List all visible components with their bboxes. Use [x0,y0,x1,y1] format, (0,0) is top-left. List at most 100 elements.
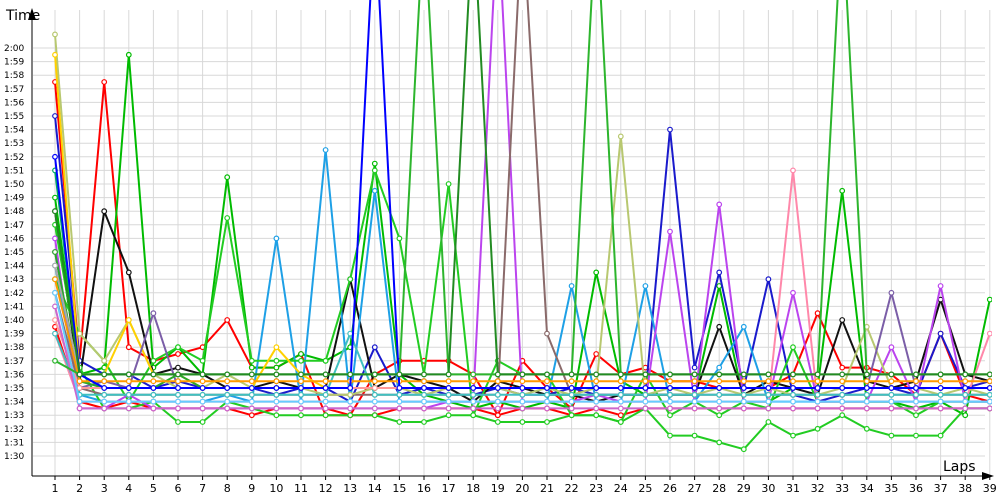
data-point [790,385,796,391]
y-tick-label: 1:58 [4,71,24,81]
data-point [913,432,919,439]
data-point [740,391,747,398]
data-point [175,405,181,412]
data-point [839,391,846,398]
data-point [52,31,58,38]
x-tick-label: 15 [392,482,406,495]
data-point [839,317,846,323]
data-point [863,398,870,405]
data-point [371,371,378,378]
data-point [790,391,796,398]
data-point [986,385,992,391]
data-point [814,405,821,412]
data-point [790,371,796,378]
data-point [224,405,231,412]
data-point [519,391,526,398]
x-tick-label: 36 [909,482,923,495]
data-point [839,405,846,412]
data-point [150,385,157,391]
data-point [765,405,772,412]
data-point [322,371,329,378]
data-point [101,357,108,364]
data-point [224,391,231,398]
data-point [273,405,280,412]
data-point [765,419,772,425]
data-point [175,371,181,378]
data-point [962,385,969,391]
data-point [322,357,329,364]
data-point [421,398,427,405]
data-point [544,385,550,391]
data-point [740,385,747,391]
data-point [421,419,427,425]
data-point [101,385,108,391]
y-tick-label: 1:35 [4,384,24,394]
data-point [273,371,280,378]
data-point [716,385,723,391]
x-tick-label: 39 [983,482,997,495]
data-point [888,391,895,398]
data-point [125,405,132,412]
data-point [52,51,58,58]
data-point [101,371,108,378]
data-point [101,391,108,398]
data-point [52,289,58,296]
data-point [691,378,698,385]
data-point [716,398,723,405]
data-point [248,357,255,364]
data-point [347,371,354,378]
data-point [150,405,157,412]
data-point [125,269,132,276]
data-point [273,364,280,371]
data-point [298,412,304,419]
x-tick-label: 8 [224,482,231,495]
data-point [790,405,796,412]
y-tick-label: 1:31 [4,438,24,448]
data-point [667,398,673,405]
data-point [396,391,403,398]
data-point [322,391,329,398]
data-point [716,439,723,446]
data-point [863,385,870,391]
data-point [248,398,255,405]
data-point [76,378,83,385]
data-point [962,398,969,405]
data-point [937,371,944,378]
data-point [740,398,747,405]
data-point [814,378,821,385]
x-tick-label: 30 [761,482,775,495]
y-tick-label: 1:36 [4,370,24,380]
data-point [52,194,58,201]
data-point [396,419,403,425]
y-tick-label: 1:47 [4,221,24,231]
data-point [445,412,452,419]
data-point [986,398,992,405]
y-tick-label: 1:52 [4,153,24,163]
data-point [470,412,477,419]
data-point [101,79,108,85]
data-point [642,371,649,378]
data-point [790,432,796,439]
data-point [470,398,477,405]
x-tick-label: 28 [712,482,726,495]
data-point [101,208,108,215]
y-tick-label: 2:00 [4,44,24,54]
data-point [568,412,575,419]
data-point [617,405,624,412]
data-point [224,317,231,323]
y-tick-label: 1:33 [4,411,24,421]
x-tick-label: 24 [614,482,628,495]
data-point [347,405,354,412]
data-point [765,398,772,405]
data-point [642,391,649,398]
data-point [913,371,919,378]
x-tick-label: 17 [442,482,456,495]
data-point [593,412,600,419]
data-point [298,385,304,391]
x-tick-label: 29 [737,482,751,495]
data-point [52,357,58,364]
data-point [790,344,796,351]
data-point [199,398,206,405]
data-point [273,412,280,419]
